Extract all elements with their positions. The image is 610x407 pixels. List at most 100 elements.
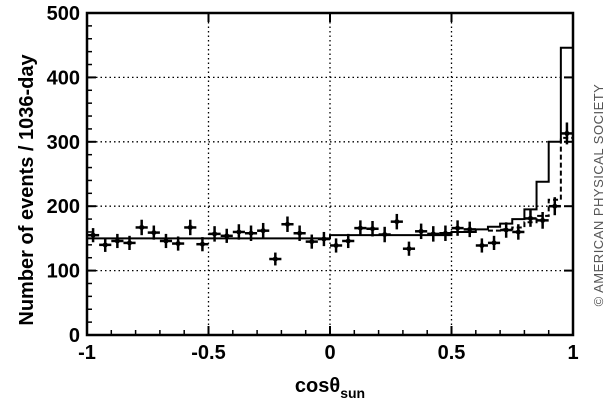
data-point [451,220,464,236]
data-marker [455,225,461,231]
data-marker [163,238,169,244]
data-marker [248,230,254,236]
data-marker [90,232,96,238]
data-point [99,237,112,252]
data-marker [406,246,412,252]
data-point [87,228,100,243]
data-point [330,238,343,253]
data-points [87,122,573,266]
data-marker [224,233,230,239]
data-point [342,233,355,249]
data-marker [175,241,181,247]
data-point [147,225,160,240]
y-axis-label: Number of events / 1036-day [16,54,38,326]
data-marker [102,242,108,248]
data-marker [297,230,303,236]
data-marker [552,203,558,209]
data-point [536,211,549,229]
x-axis-label-main: cosθ [295,375,340,397]
data-marker [212,231,218,237]
data-marker [187,224,193,230]
data-marker [370,226,376,232]
x-axis-label: cosθsun [295,375,365,401]
data-point [548,197,561,216]
y-tick-label: 500 [47,3,80,25]
data-point [220,228,233,243]
data-marker [479,242,485,248]
data-marker [333,242,339,248]
data-marker [151,230,157,236]
data-point [123,235,136,250]
data-marker [139,224,145,230]
x-axis-label-subscript: sun [340,385,365,401]
data-point [305,234,318,249]
x-tick-label: 1 [567,342,578,364]
data-marker [321,236,327,242]
data-point [366,221,379,237]
y-tick-label: 200 [47,196,80,218]
data-marker [491,240,497,246]
data-marker [430,231,436,237]
x-tick-label: -1 [78,342,96,364]
data-point [244,225,258,241]
data-point [293,225,306,241]
data-point [257,222,270,239]
data-marker [442,230,448,236]
plot-frame [85,11,575,337]
data-point [354,220,367,236]
data-point [135,219,148,236]
data-point [512,224,525,240]
data-marker [503,227,509,233]
data-point [475,238,488,253]
data-point [390,213,403,230]
data-point [463,221,476,238]
data-point [500,222,513,238]
data-marker [564,130,570,136]
data-marker [114,238,120,244]
data-marker [418,228,424,234]
data-point [196,237,209,252]
data-marker [345,238,351,244]
copyright-notice: © AMERICAN PHYSICAL SOCIETY [591,84,606,307]
data-point [317,231,330,247]
data-marker [284,221,290,227]
data-marker [272,256,278,262]
data-point [524,210,537,227]
data-point [269,252,282,266]
data-marker [394,219,400,225]
data-point [487,235,501,250]
x-tick-label: 0 [324,342,335,364]
data-marker [467,226,473,232]
y-tick-label: 400 [47,67,80,89]
data-point [402,241,416,256]
data-point [281,216,294,232]
axis-ticks: -1 -0.5 0 0.5 1 0 100 200 300 400 500 [47,3,579,364]
data-marker [309,239,315,245]
x-tick-label: 0.5 [438,342,466,364]
data-point [439,225,452,241]
data-marker [357,225,363,231]
data-marker [199,241,205,247]
data-point [378,226,391,243]
y-tick-label: 300 [47,132,80,154]
data-point [208,226,221,242]
data-marker [515,229,521,235]
data-point [159,233,173,249]
y-tick-label: 100 [47,261,80,283]
data-point [232,224,245,240]
x-tick-label: -0.5 [191,342,225,364]
data-marker [236,229,242,235]
y-tick-label: 0 [69,325,80,347]
data-marker [382,232,388,238]
data-marker [540,217,546,223]
data-point [560,122,573,145]
grid-lines [87,13,573,335]
data-marker [127,240,133,246]
data-marker [527,215,533,221]
data-point [427,226,440,242]
data-point [172,236,185,251]
data-marker [260,228,266,234]
data-point [415,223,428,240]
